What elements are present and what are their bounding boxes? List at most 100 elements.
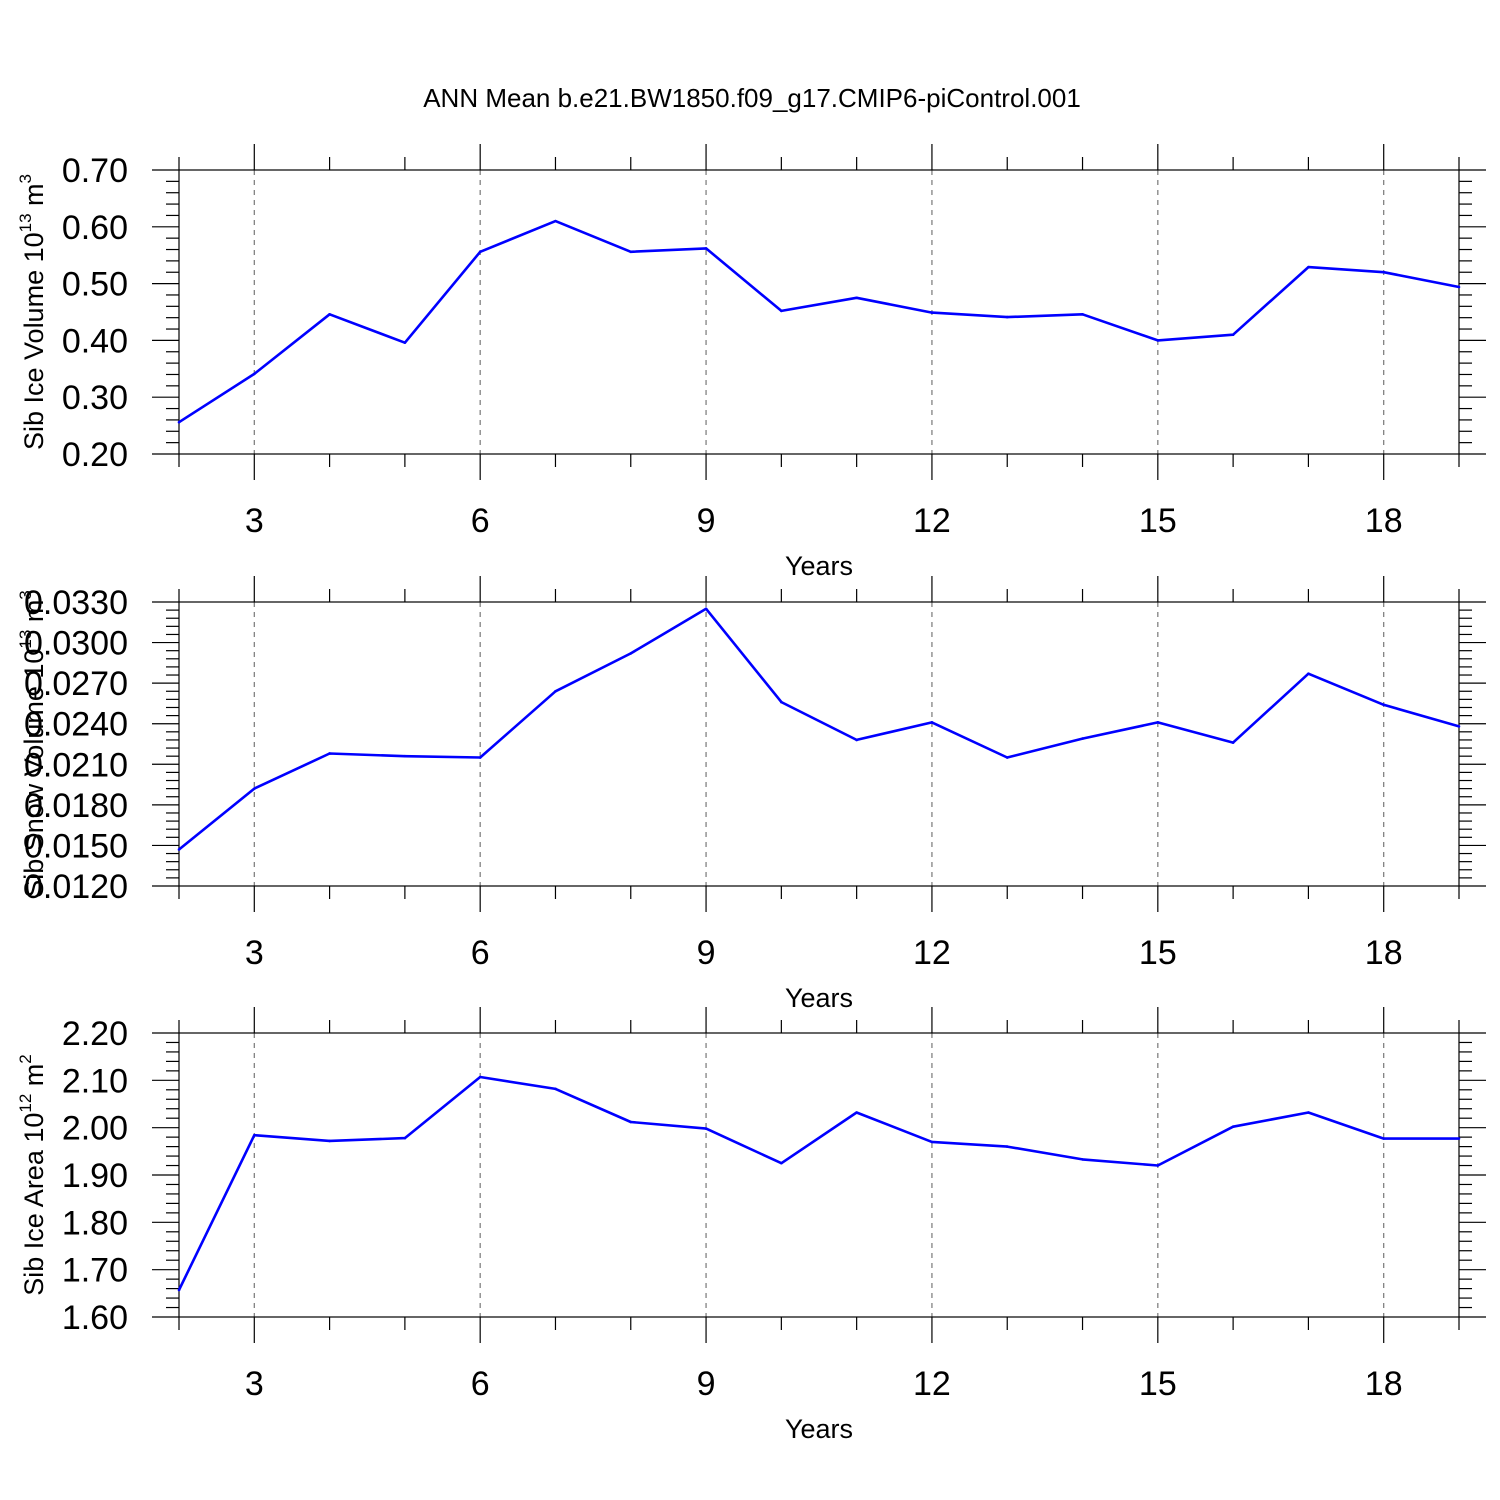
data-point bbox=[930, 721, 934, 724]
y-tick-label: 1.70 bbox=[62, 1252, 128, 1290]
series-line bbox=[178, 607, 1460, 851]
data-point bbox=[855, 738, 858, 742]
y-tick-label: 2.20 bbox=[62, 1015, 128, 1053]
x-tick-label: 12 bbox=[913, 502, 951, 540]
data-point bbox=[554, 219, 557, 223]
data-point bbox=[252, 372, 256, 376]
x-tick-label: 9 bbox=[697, 1365, 716, 1403]
x-axis-label: Years bbox=[785, 551, 853, 581]
data-point bbox=[629, 652, 633, 655]
x-tick-label: 9 bbox=[697, 934, 716, 972]
y-tick-label: 0.0270 bbox=[24, 665, 128, 703]
plot-frame bbox=[178, 1032, 1460, 1318]
chart-panel-2: 3 6 9 12 15 18Years0.01200.01500.01800.02100.… bbox=[16, 576, 1486, 1013]
data-point bbox=[780, 700, 783, 704]
data-point bbox=[1307, 265, 1310, 269]
y-axis-label: Sib Ice Volume 1013 m3 bbox=[16, 174, 49, 450]
y-tick-label: 0.50 bbox=[62, 266, 128, 304]
y-tick-label: 0.0300 bbox=[24, 625, 128, 663]
data-point bbox=[252, 1133, 256, 1137]
data-point bbox=[855, 1111, 858, 1114]
data-point bbox=[1231, 1125, 1235, 1129]
data-point bbox=[252, 787, 256, 790]
data-point bbox=[930, 311, 934, 314]
data-point bbox=[1307, 1111, 1310, 1114]
x-axis-label: Years bbox=[785, 1414, 853, 1444]
plot-frame bbox=[178, 169, 1460, 455]
data-point bbox=[780, 309, 783, 313]
data-point bbox=[1382, 703, 1386, 707]
data-point bbox=[1081, 312, 1084, 316]
data-point bbox=[177, 420, 181, 424]
data-point bbox=[1307, 672, 1310, 675]
y-tick-label: 1.80 bbox=[62, 1204, 128, 1242]
y-tick-label: 0.30 bbox=[62, 379, 128, 417]
x-tick-label: 18 bbox=[1365, 1365, 1403, 1403]
y-tick-label: 0.0210 bbox=[24, 746, 128, 784]
data-point bbox=[780, 1161, 783, 1165]
data-point bbox=[1382, 1137, 1386, 1140]
x-tick-label: 3 bbox=[245, 502, 264, 540]
x-tick-label: 9 bbox=[697, 502, 716, 540]
data-point bbox=[930, 1140, 934, 1144]
data-point bbox=[328, 312, 331, 316]
x-tick-label: 3 bbox=[245, 1365, 264, 1403]
y-tick-label: 0.0240 bbox=[24, 706, 128, 744]
x-tick-label: 18 bbox=[1365, 934, 1403, 972]
data-point bbox=[1231, 333, 1235, 337]
data-point bbox=[403, 341, 407, 344]
x-tick-label: 3 bbox=[245, 934, 264, 972]
data-point bbox=[629, 250, 633, 254]
x-tick-label: 6 bbox=[471, 934, 490, 972]
x-tick-label: 6 bbox=[471, 502, 490, 540]
data-point bbox=[554, 689, 557, 693]
data-point bbox=[1457, 725, 1461, 728]
data-point bbox=[478, 756, 482, 759]
y-tick-label: 1.90 bbox=[62, 1157, 128, 1195]
data-point bbox=[704, 607, 708, 611]
data-point bbox=[478, 1075, 482, 1079]
data-point bbox=[1457, 1137, 1461, 1140]
data-point bbox=[1156, 1164, 1160, 1167]
x-tick-label: 15 bbox=[1139, 934, 1177, 972]
data-point bbox=[403, 1136, 407, 1140]
y-tick-label: 0.0150 bbox=[24, 827, 128, 865]
data-point bbox=[177, 1288, 181, 1292]
data-point bbox=[629, 1120, 633, 1124]
data-point bbox=[554, 1087, 557, 1091]
data-point bbox=[1382, 270, 1386, 274]
y-tick-label: 0.0120 bbox=[24, 868, 128, 906]
data-point bbox=[1005, 315, 1009, 319]
y-tick-label: 2.10 bbox=[62, 1062, 128, 1100]
y-tick-label: 0.60 bbox=[62, 209, 128, 247]
chart-panels: 3 6 9 12 15 18 Years 0.20 0.30 0.40 0.50 0.60 0.70 Si… bbox=[16, 144, 1486, 1444]
plot-frame bbox=[178, 601, 1460, 887]
chart-panel-1: 3 6 9 12 15 18 Years 0.20 0.30 0.40 0.50 0.60 0.70 Si… bbox=[16, 144, 1486, 581]
y-tick-label: 0.40 bbox=[62, 322, 128, 360]
data-point bbox=[704, 247, 708, 250]
x-tick-label: 12 bbox=[913, 1365, 951, 1403]
x-tick-label: 18 bbox=[1365, 502, 1403, 540]
series-line bbox=[178, 219, 1460, 424]
x-tick-label: 15 bbox=[1139, 1365, 1177, 1403]
y-tick-label: 2.00 bbox=[62, 1110, 128, 1148]
x-tick-label: 6 bbox=[471, 1365, 490, 1403]
data-point bbox=[1005, 1145, 1009, 1148]
data-point bbox=[704, 1127, 708, 1130]
data-point bbox=[1005, 756, 1009, 759]
data-point bbox=[1457, 285, 1461, 289]
y-axis-label: Sib Snow Volume 1013 m3 bbox=[16, 590, 49, 898]
data-point bbox=[1156, 339, 1160, 342]
y-axis-label: Sib Ice Area 1012 m2 bbox=[16, 1054, 49, 1296]
data-point bbox=[855, 296, 858, 300]
y-tick-label: 1.60 bbox=[62, 1299, 128, 1337]
y-tick-label: 0.0180 bbox=[24, 787, 128, 825]
data-point bbox=[1156, 721, 1160, 724]
y-tick-label: 0.70 bbox=[62, 152, 128, 190]
figure-title: ANN Mean b.e21.BW1850.f09_g17.CMIP6-piCo… bbox=[423, 83, 1081, 113]
y-tick-label: 0.0330 bbox=[24, 584, 128, 622]
data-point bbox=[328, 752, 331, 755]
chart-panel-3: 3 6 9 12 15 18 Years 1.60 1.70 1.80 1.90 2.00 2.10 2.… bbox=[16, 1007, 1486, 1444]
data-point bbox=[1231, 741, 1235, 744]
